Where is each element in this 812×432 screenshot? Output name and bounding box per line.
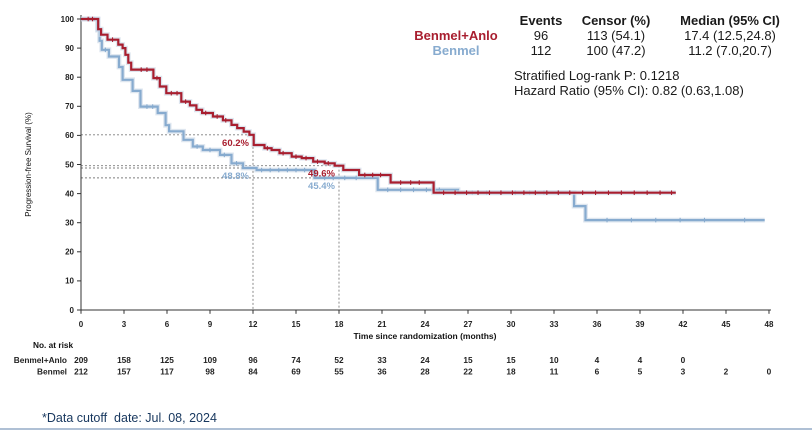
reference-lines	[81, 134, 340, 310]
risk-count: 18	[506, 367, 516, 377]
risk-count: 36	[377, 367, 387, 377]
risk-count: 33	[377, 355, 387, 365]
risk-count: 4	[595, 355, 600, 365]
stats-header-median: Median (95% CI)	[680, 13, 780, 28]
data-cutoff-note: *Data cutoff date: Jul. 08, 2024	[42, 411, 217, 425]
legend-label-benmel: Benmel	[432, 43, 480, 58]
x-tick-label: 18	[335, 320, 344, 329]
stats-corner-cell	[403, 13, 509, 28]
risk-count: 2	[724, 367, 729, 377]
risk-count: 4	[638, 355, 643, 365]
risk-count: 125	[160, 355, 174, 365]
y-tick-label: 30	[65, 219, 74, 228]
survival-annotation: 49.6%	[308, 169, 335, 180]
stats-events-benmel-anlo: 96	[533, 28, 549, 43]
stats-censor-benmel: 100 (47.2)	[586, 43, 646, 58]
risk-count: 24	[420, 355, 430, 365]
stats-header-events: Events	[519, 13, 563, 28]
y-tick-label: 90	[65, 44, 74, 53]
risk-row-label: Benmel+Anlo	[14, 355, 67, 365]
survival-annotation: 45.4%	[308, 181, 335, 192]
risk-count: 22	[463, 367, 473, 377]
risk-count: 55	[334, 367, 344, 377]
risk-count: 117	[160, 367, 174, 377]
risk-count: 0	[681, 355, 686, 365]
y-tick-label: 20	[65, 248, 74, 257]
x-tick-label: 9	[208, 320, 213, 329]
risk-count: 96	[248, 355, 258, 365]
risk-count: 157	[117, 367, 131, 377]
x-tick-label: 42	[679, 320, 688, 329]
risk-count: 158	[117, 355, 131, 365]
risk-count: 74	[291, 355, 301, 365]
x-tick-label: 6	[165, 320, 170, 329]
risk-count: 5	[638, 367, 643, 377]
survival-curve	[81, 17, 765, 222]
risk-count: 11	[550, 367, 559, 377]
risk-count: 212	[74, 367, 88, 377]
stats-median-benmel-anlo: 17.4 (12.5,24.8)	[684, 28, 776, 43]
x-tick-label: 33	[550, 320, 559, 329]
risk-count: 15	[506, 355, 516, 365]
stats-median-benmel: 11.2 (7.0,20.7)	[688, 43, 772, 58]
y-axis-title: Progression-free Survival (%)	[24, 112, 33, 217]
risk-count: 3	[681, 367, 686, 377]
x-tick-label: 48	[765, 320, 774, 329]
bottom-divider	[0, 428, 812, 430]
risk-table-title: No. at risk	[33, 340, 74, 350]
hazard-ratio: Hazard Ratio (95% CI): 0.82 (0.63,1.08)	[514, 82, 744, 98]
risk-count: 69	[291, 367, 301, 377]
survival-curve	[81, 17, 676, 194]
risk-count: 10	[549, 355, 559, 365]
risk-count: 109	[203, 355, 217, 365]
y-tick-label: 100	[61, 15, 75, 24]
stats-header-censor: Censor (%)	[581, 13, 651, 28]
risk-count: 98	[205, 367, 215, 377]
y-tick-label: 70	[65, 102, 74, 111]
risk-count: 84	[248, 367, 258, 377]
y-tick-label: 80	[65, 73, 74, 82]
risk-count: 15	[463, 355, 473, 365]
stats-events-benmel: 112	[530, 43, 552, 58]
x-tick-label: 3	[122, 320, 127, 329]
survival-annotation: 48.8%	[222, 171, 249, 182]
x-tick-label: 30	[507, 320, 516, 329]
y-tick-label: 0	[70, 306, 75, 315]
x-tick-label: 21	[378, 320, 387, 329]
x-tick-label: 27	[464, 320, 473, 329]
x-tick-label: 15	[292, 320, 301, 329]
stats-censor-benmel-anlo: 113 (54.1)	[586, 28, 646, 43]
x-tick-label: 24	[421, 320, 430, 329]
legend-label-benmel-anlo: Benmel+Anlo	[414, 28, 498, 43]
x-axis-title: Time since randomization (months)	[354, 331, 497, 341]
test-statistics: Stratified Log-rank P: 0.1218 Hazard Rat…	[514, 68, 744, 98]
x-tick-label: 12	[249, 320, 258, 329]
stats-table: Events Censor (%) Median (95% CI) Benmel…	[403, 13, 801, 58]
x-tick-label: 36	[593, 320, 602, 329]
logrank-p-value: Stratified Log-rank P: 0.1218	[514, 68, 680, 83]
survival-annotation: 60.2%	[222, 138, 249, 149]
annotations: 60.2% 48.8% 49.6%45.4%	[222, 138, 335, 192]
x-tick-label: 45	[722, 320, 731, 329]
x-tick-label: 39	[636, 320, 645, 329]
x-tick-label: 0	[79, 320, 84, 329]
y-tick-label: 50	[65, 160, 74, 169]
y-tick-label: 40	[65, 189, 74, 198]
risk-count: 6	[595, 367, 600, 377]
risk-count: 52	[334, 355, 344, 365]
risk-row-label: Benmel	[37, 367, 67, 377]
risk-count: 28	[420, 367, 430, 377]
series-benmel-anlo	[81, 16, 676, 196]
risk-count: 0	[767, 367, 772, 377]
risk-count: 209	[74, 355, 88, 365]
y-tick-label: 10	[65, 277, 74, 286]
y-tick-label: 60	[65, 131, 74, 140]
